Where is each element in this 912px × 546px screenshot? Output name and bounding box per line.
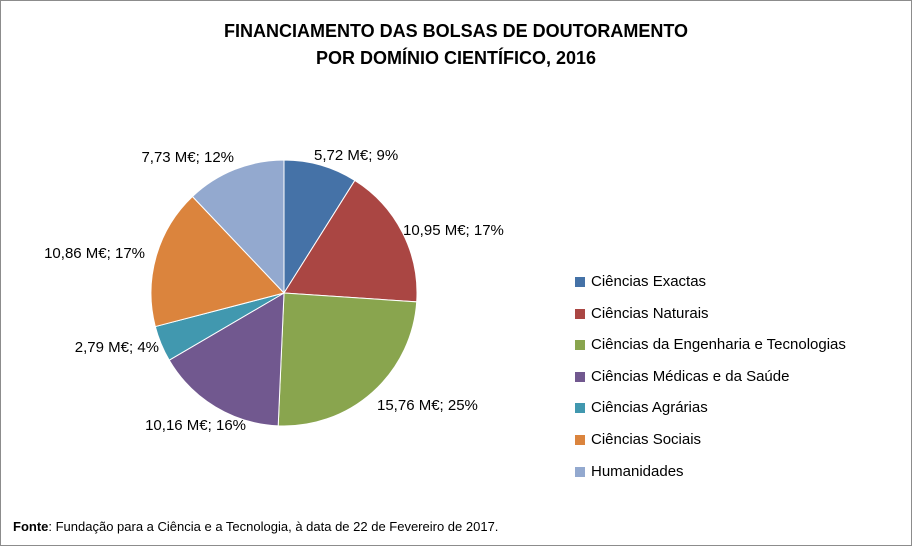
source-note: Fonte: Fundação para a Ciência e a Tecno… [13,519,498,534]
data-label-ciencias-agrarias: 2,79 M€; 4% [75,339,159,356]
legend-label-ciencias-exactas: Ciências Exactas [591,273,707,290]
pie-slice-ciencias-naturais [283,179,418,303]
legend-swatch-humanidades [575,466,585,477]
legend-swatch-ciencias-sociais [575,434,585,445]
chart-title-line-2: POR DOMÍNIO CIENTÍFICO, 2016 [315,48,597,68]
legend-swatch-ciencias-da-engenharia-e-tecnologias [575,340,585,351]
data-label-ciencias-exactas: 5,72 M€; 9% [314,147,398,164]
legend-swatch-ciencias-exactas [575,277,585,287]
data-label-ciencias-naturais: 10,95 M€; 17% [403,222,504,239]
data-label-ciencias-da-engenharia-e-tecnologias: 15,76 M€; 25% [377,397,478,414]
source-text: : Fundação para a Ciência e a Tecnologia… [48,519,499,534]
data-label-humanidades: 7,73 M€; 12% [141,149,234,166]
legend-swatch-ciencias-agrarias [575,403,585,414]
legend-label-ciencias-medicas-e-da-saude: Ciências Médicas e da Saúde [591,367,790,385]
chart-title-line-1: FINANCIAMENTO DAS BOLSAS DE DOUTORAMENTO [223,21,689,41]
pie-slice-ciencias-da-engenharia-e-tecnologias [277,292,418,427]
legend-swatch-ciencias-medicas-e-da-saude [575,371,585,382]
pie-slice-ciencias-medicas-e-da-saude [168,292,285,427]
legend-label-ciencias-naturais: Ciências Naturais [591,304,709,322]
data-label-ciencias-medicas-e-da-saude: 10,16 M€; 16% [145,417,246,434]
data-label-ciencias-sociais: 10,86 M€; 17% [44,245,145,262]
legend-label-humanidades: Humanidades [591,462,684,480]
pie-slice-humanidades [191,159,285,295]
pie-slice-ciencias-sociais [150,195,285,328]
source-label: Fonte [13,519,49,534]
legend-swatch-ciencias-naturais [575,308,585,319]
legend-label-ciencias-da-engenharia-e-tecnologias: Ciências da Engenharia e Tecnologias [591,336,846,354]
legend-label-ciencias-sociais: Ciências Sociais [591,430,702,448]
legend-label-ciencias-agrarias: Ciências Agrárias [591,399,708,417]
